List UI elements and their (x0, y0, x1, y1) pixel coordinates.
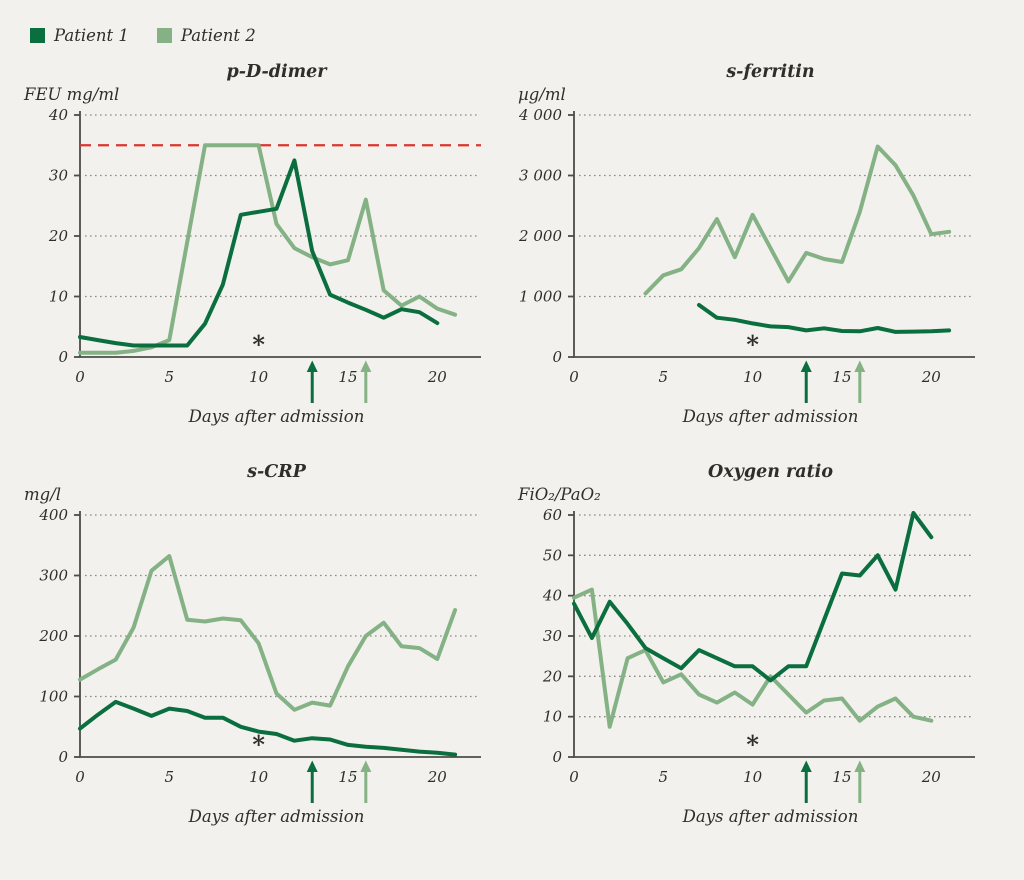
x-axis-label-oxygen-ratio: Days after admission (682, 807, 859, 826)
series-patient-2 (78, 554, 458, 712)
x-tick-label: 5 (659, 368, 669, 386)
y-tick-label: 4 000 (518, 107, 562, 124)
y-tick-label: 20 (542, 667, 563, 685)
x-tick-label: 15 (338, 368, 357, 386)
chart-grid: p-D-dimer FEU mg/ml 0 10 20 30 40 0 5 10 15 20 * D… (0, 62, 1024, 826)
chart-title-oxygen-ratio: Oxygen ratio (708, 462, 833, 482)
chart-title-d-dimer: p-D-dimer (226, 62, 327, 82)
y-tick-label: 1 000 (519, 288, 562, 306)
y-tick-label: 40 (48, 107, 69, 124)
legend-label-patient1: Patient 1 (54, 25, 129, 45)
legend-item-patient2: Patient 2 (156, 25, 256, 45)
x-tick-label: 5 (659, 768, 669, 786)
series-patient-1 (697, 303, 952, 334)
x-tick-label: 10 (249, 768, 269, 786)
arrow-patient-1-head (306, 360, 318, 372)
y-tick-label: 0 (58, 748, 68, 766)
x-tick-label: 15 (338, 768, 357, 786)
asterisk-marker: * (252, 730, 265, 759)
y-axis-unit-oxygen-ratio: FiO₂/PaO₂ (518, 485, 601, 504)
y-tick-label: 40 (542, 587, 563, 605)
x-tick-label: 20 (921, 368, 942, 386)
chart-panel-d-dimer: p-D-dimer FEU mg/ml 0 10 20 30 40 0 5 10 15 20 * D… (18, 62, 512, 426)
y-tick-label: 0 (58, 348, 68, 366)
legend-swatch-patient2 (156, 27, 172, 43)
chart-panel-oxygen-ratio: Oxygen ratio FiO₂/PaO₂ 0 10 20 30 40 50 60 0 5 10… (512, 462, 1006, 826)
chart-title-ferritin: s-ferritin (726, 62, 815, 82)
arrow-patient-2-head (360, 360, 372, 372)
ferritin-line-chart: 0 1 000 2 000 3 000 4 000 0 5 10 15 20 * (518, 107, 975, 403)
arrow-patient-2-head (360, 760, 372, 772)
x-axis-label-d-dimer: Days after admission (188, 407, 365, 426)
x-tick-label: 15 (832, 768, 851, 786)
x-tick-label: 10 (743, 368, 763, 386)
legend-label-patient2: Patient 2 (180, 25, 256, 45)
y-tick-label: 0 (552, 748, 562, 766)
x-tick-label: 5 (165, 768, 175, 786)
d-dimer-line-chart: 0 10 20 30 40 0 5 10 15 20 * (48, 107, 481, 403)
arrow-patient-1-head (800, 360, 812, 372)
series-patient-2 (643, 144, 952, 296)
x-tick-label: 20 (921, 768, 942, 786)
series-patient-2 (78, 143, 458, 355)
x-tick-label: 15 (832, 368, 851, 386)
series-patient-1 (572, 511, 934, 683)
x-tick-label: 0 (569, 368, 579, 386)
y-tick-label: 60 (543, 507, 563, 524)
x-tick-label: 0 (75, 368, 85, 386)
y-axis-unit-ferritin: µg/ml (518, 85, 566, 104)
y-tick-label: 10 (543, 708, 563, 726)
y-tick-label: 10 (49, 288, 69, 306)
crp-line-chart: 0 100 200 300 400 0 5 10 15 20 * (38, 507, 481, 803)
y-tick-label: 20 (48, 227, 69, 245)
y-tick-label: 400 (38, 507, 68, 524)
series-patient-2 (572, 587, 934, 729)
x-axis-label-ferritin: Days after admission (682, 407, 859, 426)
x-tick-label: 0 (75, 768, 85, 786)
series-patient-1 (78, 699, 458, 757)
x-axis-label-crp: Days after admission (188, 807, 365, 826)
asterisk-marker: * (746, 330, 759, 359)
chart-panel-crp: s-CRP mg/l 0 100 200 300 400 0 5 10 15 20 * Days a… (18, 462, 512, 826)
y-tick-label: 300 (39, 567, 68, 585)
y-tick-label: 30 (49, 167, 69, 185)
arrow-patient-2-head (854, 760, 866, 772)
x-tick-label: 0 (569, 768, 579, 786)
x-tick-label: 10 (743, 768, 763, 786)
arrow-patient-1-head (800, 760, 812, 772)
series-patient-1 (78, 158, 440, 348)
y-axis-unit-crp: mg/l (24, 485, 62, 504)
y-axis-unit-d-dimer: FEU mg/ml (24, 85, 120, 104)
arrow-patient-2-head (854, 360, 866, 372)
x-tick-label: 10 (249, 368, 269, 386)
asterisk-marker: * (746, 730, 759, 759)
legend: Patient 1 Patient 2 (0, 0, 1024, 48)
y-tick-label: 30 (543, 627, 563, 645)
y-tick-label: 200 (38, 627, 68, 645)
oxygen-ratio-line-chart: 0 10 20 30 40 50 60 0 5 10 15 20 * (542, 507, 975, 803)
x-tick-label: 20 (427, 768, 448, 786)
legend-item-patient1: Patient 1 (30, 26, 129, 45)
y-tick-label: 50 (543, 546, 563, 564)
y-tick-label: 100 (39, 688, 68, 706)
chart-panel-ferritin: s-ferritin µg/ml 0 1 000 2 000 3 000 4 000 0 5… (512, 62, 1006, 426)
asterisk-marker: * (252, 330, 265, 359)
y-tick-label: 2 000 (518, 227, 562, 245)
legend-swatch-patient1 (30, 27, 45, 43)
y-tick-label: 0 (552, 348, 562, 366)
x-tick-label: 5 (165, 368, 175, 386)
x-tick-label: 20 (427, 368, 448, 386)
chart-title-crp: s-CRP (247, 462, 306, 482)
arrow-patient-1-head (306, 760, 318, 772)
y-tick-label: 3 000 (519, 167, 562, 185)
